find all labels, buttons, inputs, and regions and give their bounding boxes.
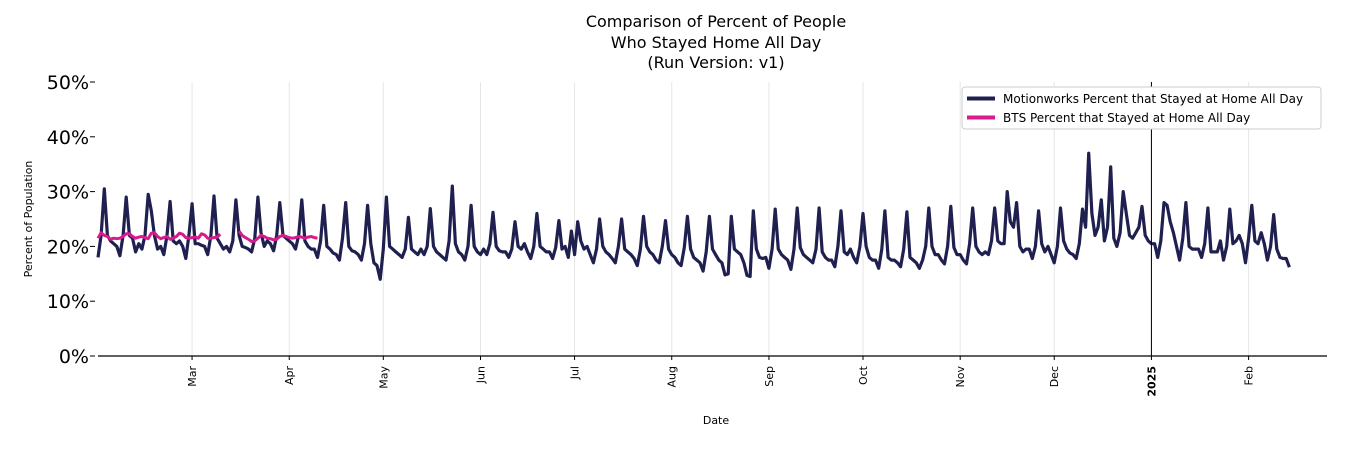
x-tick-label: Jun: [474, 366, 487, 384]
x-tick-label: Jul: [569, 366, 582, 380]
chart-title-line-2: Who Stayed Home All Day: [611, 33, 821, 52]
x-tick-label: 2025: [1145, 366, 1158, 397]
x-tick-label: Aug: [666, 366, 679, 387]
x-tick-label: Apr: [283, 366, 296, 386]
y-axis: 0% 10% 20% 30% 40% 50%: [47, 72, 95, 368]
x-tick-label: Feb: [1243, 366, 1256, 385]
x-tick-label: May: [377, 366, 390, 389]
y-tick-label: 50%: [47, 72, 89, 94]
series-layer: [96, 151, 1291, 281]
y-axis-label: Percent of Population: [22, 161, 35, 278]
y-tick-label: 40%: [47, 127, 89, 149]
x-axis: Mar Apr May Jun Jul Aug Sep Oct Nov Dec 2025 Feb: [98, 355, 1327, 397]
chart-title-line-3: (Run Version: v1): [647, 53, 784, 72]
y-tick-label: 0%: [59, 346, 89, 368]
y-tick-label: 20%: [47, 236, 89, 258]
series-line-bts: [237, 230, 318, 243]
x-axis-label: Date: [703, 414, 730, 427]
y-tick-label: 30%: [47, 182, 89, 204]
series-line-motionworks: [96, 151, 1291, 281]
series-line-bts: [96, 231, 222, 241]
legend: Motionworks Percent that Stayed at Home …: [961, 86, 1322, 130]
y-tick-label: 10%: [47, 291, 89, 313]
x-tick-label: Mar: [186, 366, 199, 387]
legend-label-motionworks: Motionworks Percent that Stayed at Home …: [1003, 92, 1303, 106]
legend-box: [961, 86, 1322, 130]
chart-title-line-1: Comparison of Percent of People: [586, 12, 846, 31]
x-tick-label: Dec: [1048, 366, 1061, 387]
x-tick-label: Nov: [954, 366, 967, 388]
legend-label-bts: BTS Percent that Stayed at Home All Day: [1003, 111, 1250, 125]
x-tick-label: Oct: [857, 365, 870, 385]
x-tick-label: Sep: [763, 366, 776, 387]
